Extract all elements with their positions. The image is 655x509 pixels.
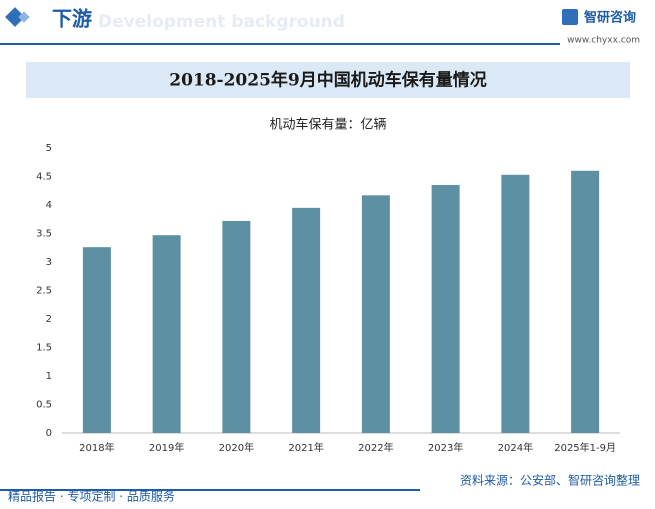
y-tick-label: 4: [46, 200, 52, 211]
bar: [571, 170, 600, 434]
header-icon: [18, 11, 30, 23]
bar: [222, 220, 251, 433]
chart-title: 2018-2025年9月中国机动车保有量情况: [169, 70, 487, 91]
logo-text: 智研咨询: [584, 10, 636, 26]
x-tick-label: 2023年: [428, 441, 463, 454]
header-icon: [5, 7, 25, 27]
source: 资料来源：公安部、智研咨询整理: [460, 473, 640, 488]
y-tick-label: 4.5: [36, 172, 52, 183]
logo-icon: [562, 9, 578, 25]
x-tick-label: 2019年: [149, 441, 184, 454]
chart-subtitle: 机动车保有量：亿辆: [269, 117, 386, 133]
bar: [431, 185, 460, 433]
bar: [361, 195, 390, 433]
x-tick-label: 2020年: [219, 441, 254, 454]
bar: [501, 174, 530, 434]
y-tick-label: 3: [46, 257, 52, 268]
footer: 精品报告 · 专项定制 · 品质服务: [8, 489, 175, 504]
bar: [82, 247, 111, 433]
x-tick-label: 2024年: [498, 441, 533, 454]
y-tick-label: 0.5: [36, 400, 52, 411]
bar: [152, 235, 181, 433]
y-tick-label: 3.5: [36, 229, 52, 240]
y-tick-label: 0: [46, 428, 52, 439]
header-watermark: Development background: [98, 12, 345, 32]
y-tick-label: 2: [46, 314, 52, 325]
x-tick-label: 2025年1-9月: [554, 441, 616, 454]
y-tick-label: 2.5: [36, 286, 52, 297]
y-tick-label: 1.5: [36, 343, 52, 354]
y-tick-label: 1: [46, 371, 52, 382]
bar: [292, 207, 321, 433]
plot: 0 0.5 1 1.5 2 2.5 3 3.5 4 4.5 5 2018年 2019年 2020年 2021…: [36, 143, 620, 454]
logo-url: www.chyxx.com: [567, 36, 640, 46]
x-tick-label: 2022年: [358, 441, 393, 454]
x-tick-label: 2021年: [288, 441, 323, 454]
title-box: [26, 62, 630, 98]
x-tick-label: 2018年: [79, 441, 114, 454]
header-title: 下游: [52, 7, 92, 31]
y-tick-label: 5: [46, 143, 52, 154]
